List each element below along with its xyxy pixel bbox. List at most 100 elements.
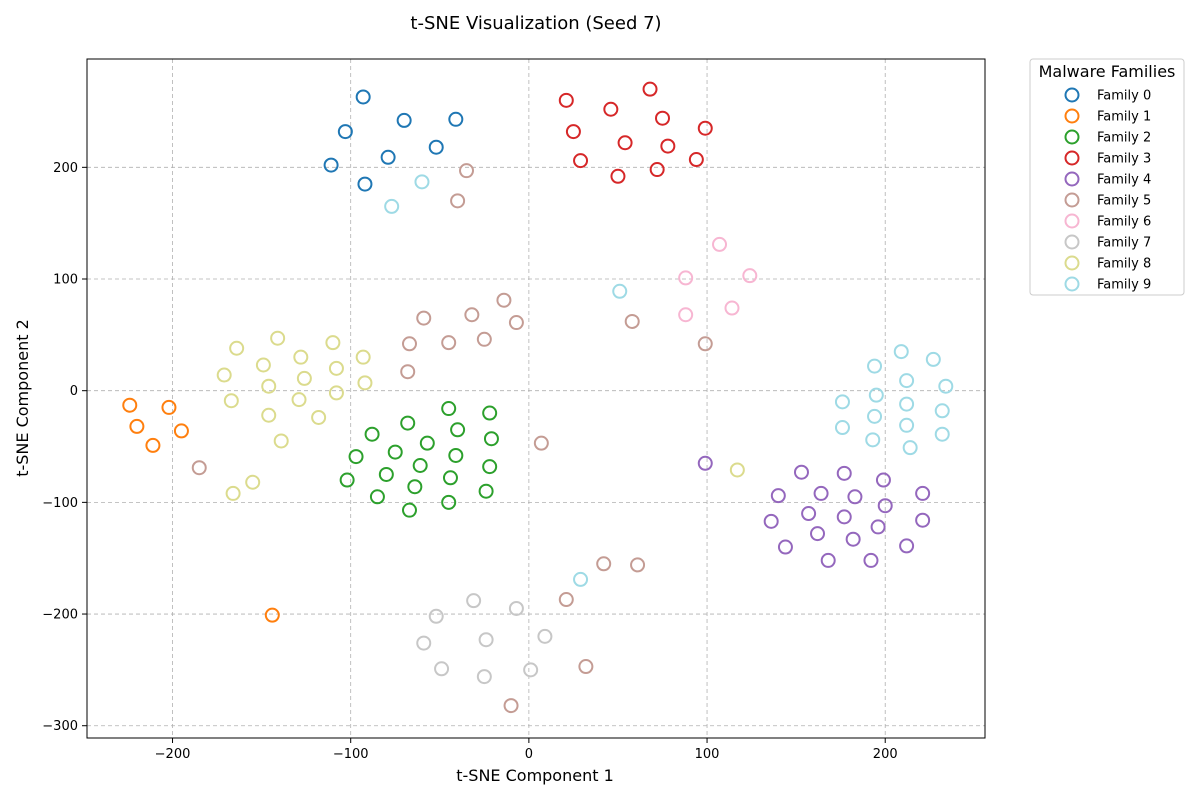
data-point — [508, 600, 524, 616]
grid-lines — [87, 59, 985, 738]
data-point — [273, 433, 289, 449]
data-point — [400, 364, 416, 380]
data-point — [915, 485, 931, 501]
data-point — [441, 494, 457, 510]
data-point — [357, 176, 373, 192]
legend-item: Family 2 — [1064, 129, 1151, 146]
data-point — [223, 393, 239, 409]
data-point — [558, 92, 574, 108]
data-point — [770, 488, 786, 504]
y-tick-label: −300 — [42, 719, 78, 734]
data-point — [763, 513, 779, 529]
data-point — [938, 378, 954, 394]
x-tick-label: 100 — [695, 747, 720, 762]
y-tick-label: 200 — [53, 161, 78, 176]
y-axis-ticks: −300 −200 −100 0 100 200 — [42, 161, 87, 734]
chart-title: t-SNE Visualization (Seed 7) — [410, 13, 661, 34]
legend-label: Family 4 — [1097, 173, 1151, 188]
legend-label: Family 1 — [1097, 110, 1151, 125]
legend-item: Family 8 — [1064, 255, 1151, 272]
legend-marker — [1064, 87, 1080, 103]
series-family-0 — [323, 89, 464, 192]
series-family-3 — [558, 81, 713, 184]
data-point — [450, 193, 466, 209]
data-point — [325, 335, 341, 351]
data-point — [899, 538, 915, 554]
data-point — [729, 462, 745, 478]
legend-marker — [1064, 192, 1080, 208]
data-point — [296, 370, 312, 386]
data-point — [697, 120, 713, 136]
y-tick-label: 100 — [53, 273, 78, 288]
data-point — [293, 349, 309, 365]
data-point — [845, 531, 861, 547]
data-point — [476, 669, 492, 685]
data-point — [255, 357, 271, 373]
data-point — [357, 375, 373, 391]
data-point — [877, 498, 893, 514]
data-point — [697, 336, 713, 352]
legend-label: Family 5 — [1097, 194, 1151, 209]
data-point — [523, 662, 539, 678]
data-point — [678, 270, 694, 286]
data-point — [355, 349, 371, 365]
data-point — [810, 526, 826, 542]
data-point — [414, 174, 430, 190]
x-tick-label: −200 — [155, 747, 191, 762]
data-point — [483, 431, 499, 447]
data-point — [428, 139, 444, 155]
data-point — [533, 435, 549, 451]
data-point — [899, 373, 915, 389]
data-point — [660, 138, 676, 154]
data-point — [925, 351, 941, 367]
series-family-2 — [339, 401, 499, 518]
data-point — [630, 557, 646, 573]
data-point — [173, 423, 189, 439]
data-point — [558, 592, 574, 608]
data-point — [478, 483, 494, 499]
data-point — [801, 506, 817, 522]
data-point — [229, 340, 245, 356]
data-point — [311, 409, 327, 425]
data-point — [870, 519, 886, 535]
data-point — [364, 426, 380, 442]
data-point — [380, 149, 396, 165]
data-point — [847, 489, 863, 505]
data-point — [875, 472, 891, 488]
data-point — [337, 124, 353, 140]
data-point — [649, 162, 665, 178]
data-point — [145, 437, 161, 453]
data-point — [603, 101, 619, 117]
x-axis-label: t-SNE Component 1 — [456, 766, 614, 785]
data-point — [464, 307, 480, 323]
data-point — [578, 659, 594, 675]
data-point — [642, 81, 658, 97]
data-point — [867, 358, 883, 374]
data-point — [261, 407, 277, 423]
data-point — [459, 163, 475, 179]
data-point — [899, 417, 915, 433]
data-point — [355, 89, 371, 105]
legend-label: Family 9 — [1097, 278, 1151, 293]
plot-area — [86, 58, 986, 739]
data-point — [387, 444, 403, 460]
data-point — [617, 135, 633, 151]
data-point — [419, 435, 435, 451]
y-axis-label: t-SNE Component 2 — [13, 319, 32, 477]
data-point — [129, 418, 145, 434]
series-family-6 — [678, 236, 758, 323]
data-point — [836, 509, 852, 525]
data-point — [384, 198, 400, 214]
data-point — [612, 283, 628, 299]
legend-item: Family 1 — [1064, 108, 1151, 125]
data-point — [482, 405, 498, 421]
series-family-5 — [191, 163, 713, 714]
data-point — [396, 112, 412, 128]
data-point — [466, 593, 482, 609]
x-axis-ticks: −200 −100 0 100 200 — [155, 738, 898, 762]
data-point — [697, 455, 713, 471]
data-point — [401, 336, 417, 352]
legend-marker — [1064, 234, 1080, 250]
y-tick-label: −200 — [42, 608, 78, 623]
data-point — [503, 698, 519, 714]
